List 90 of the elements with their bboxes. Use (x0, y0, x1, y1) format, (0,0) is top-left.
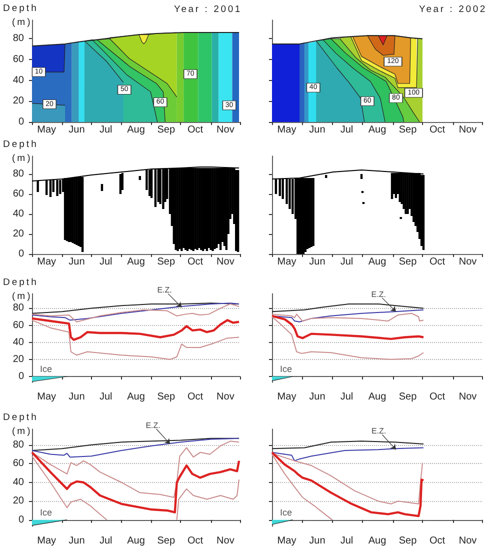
y-axis-title: Depth (m) (3, 139, 38, 164)
x-tick-label: Aug (368, 124, 386, 136)
x-tick-label: Sep (157, 124, 176, 136)
y-tick-label: 80 (12, 439, 24, 450)
chart-title: Year : 2002 (418, 4, 487, 15)
y-axis-title: Depth (m) (3, 412, 38, 437)
x-tick-label: Jun (309, 256, 326, 268)
x-tick-label: Nov (216, 124, 234, 136)
y-tick-label: 0 (18, 514, 24, 526)
y-tick-label: 0 (18, 248, 24, 260)
y-tick-label: 80 (12, 302, 24, 314)
y-tick-label: 60 (12, 320, 24, 331)
x-tick-label: Oct (429, 392, 446, 402)
x-tick-label: Nov (458, 256, 477, 268)
y-tick-label: 40 (12, 336, 24, 348)
x-tick-label: Aug (368, 392, 386, 402)
x-tick-label: May (277, 392, 296, 402)
y-tick-label: 0 (18, 116, 24, 128)
x-tick-label: Oct (429, 256, 446, 268)
x-tick-label: Sep (157, 256, 176, 268)
y-tick-label: 20 (12, 354, 24, 365)
x-tick-label: May (277, 536, 296, 546)
x-tick-label: Jul (99, 124, 112, 136)
x-tick-label: Sep (157, 536, 176, 546)
x-tick-label: Aug (368, 256, 386, 268)
x-tick-label: May (37, 124, 56, 136)
x-tick-label: May (277, 256, 296, 268)
x-tick-label: Nov (216, 256, 234, 268)
y-tick-label: 80 (12, 168, 24, 180)
y-tick-label: 20 (12, 228, 24, 240)
x-tick-label: Sep (398, 392, 418, 402)
x-tick-label: Jun (309, 392, 326, 402)
x-tick-label: Nov (216, 392, 234, 402)
x-tick-label: Oct (429, 124, 446, 136)
annotation: E.Z. (371, 290, 386, 299)
y-tick-label: 40 (12, 476, 24, 488)
x-tick-label: Nov (458, 536, 477, 546)
x-tick-label: Aug (127, 124, 145, 136)
x-tick-label: Oct (188, 536, 204, 546)
annotation: E.Z. (146, 420, 160, 430)
x-tick-label: Oct (188, 124, 204, 136)
y-axis-title: Depth (m) (3, 276, 38, 302)
series-label: Ice (40, 507, 52, 518)
annotation: E.Z. (157, 286, 172, 295)
y-tick-label: 20 (12, 96, 24, 107)
y-tick-label: 60 (12, 54, 24, 66)
x-tick-label: Oct (429, 536, 446, 546)
y-tick-label: 20 (12, 496, 24, 507)
x-tick-label: Aug (127, 256, 145, 268)
x-tick-label: May (37, 536, 56, 546)
chart-title: Year : 2001 (174, 4, 242, 15)
x-tick-label: Aug (368, 536, 386, 546)
x-tick-label: Jul (340, 392, 354, 402)
y-tick-label: 80 (12, 33, 24, 44)
x-tick-label: Jun (309, 536, 326, 546)
series-label: Ice (280, 507, 292, 518)
y-tick-label: 60 (12, 188, 24, 200)
y-tick-label: 40 (12, 208, 24, 220)
x-tick-label: Jul (340, 124, 354, 136)
x-tick-label: May (277, 124, 296, 136)
x-tick-label: Jun (68, 536, 85, 546)
y-tick-label: 0 (18, 371, 24, 382)
x-tick-label: Jun (68, 256, 85, 268)
x-tick-label: May (37, 256, 56, 268)
x-tick-label: Nov (458, 124, 477, 136)
x-tick-label: Nov (216, 536, 234, 546)
x-tick-label: Jul (99, 256, 112, 268)
y-tick-label: 40 (12, 74, 24, 86)
x-tick-label: Jun (68, 124, 85, 136)
x-tick-label: Jun (309, 124, 326, 136)
x-tick-label: Jul (99, 536, 112, 546)
x-tick-label: Jul (99, 392, 112, 402)
x-tick-label: Sep (398, 124, 418, 136)
series-label: Ice (40, 364, 52, 374)
x-tick-label: May (37, 392, 56, 402)
x-tick-label: Jul (340, 536, 354, 546)
x-tick-label: Oct (188, 392, 204, 402)
x-tick-label: Jun (68, 392, 85, 402)
x-tick-label: Oct (188, 256, 204, 268)
x-tick-label: Jul (340, 256, 354, 268)
x-tick-label: Sep (398, 536, 418, 546)
y-axis-title: Depth (m) (3, 3, 38, 28)
x-tick-label: Aug (127, 536, 145, 546)
x-tick-label: Nov (458, 392, 477, 402)
y-tick-label: 60 (12, 458, 24, 470)
series-label: Ice (280, 364, 292, 374)
x-tick-label: Sep (398, 256, 418, 268)
x-tick-label: Sep (157, 392, 176, 402)
x-tick-label: Aug (127, 392, 145, 402)
annotation: E.Z. (371, 426, 386, 436)
